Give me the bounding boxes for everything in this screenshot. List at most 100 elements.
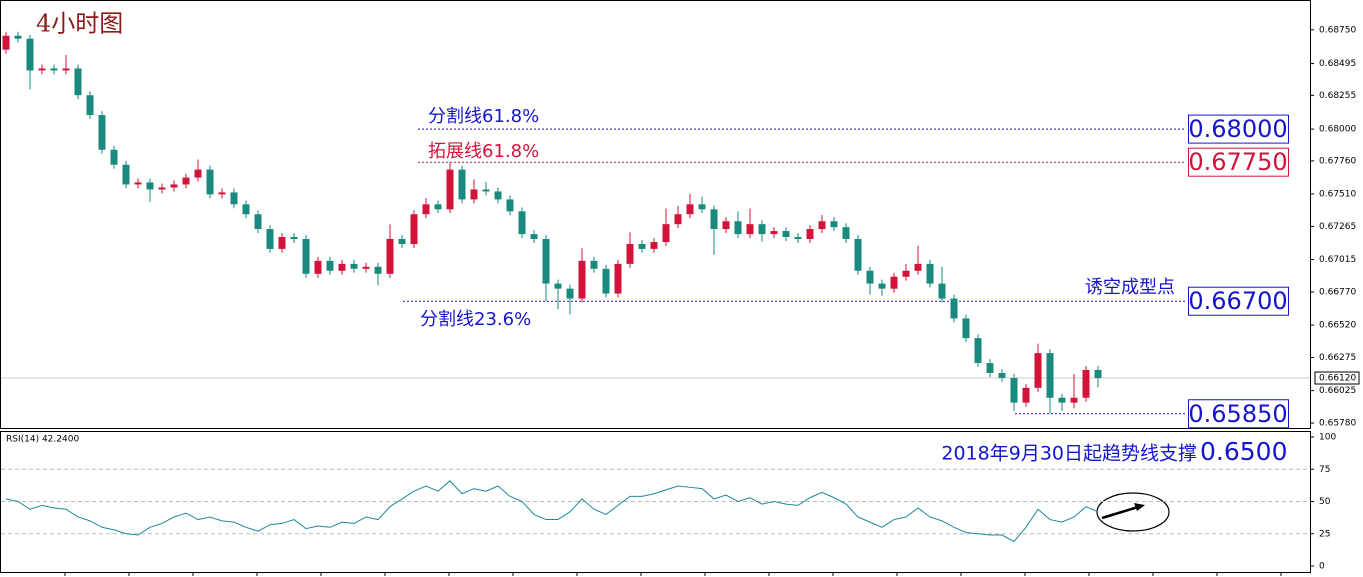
candle-body: [146, 182, 154, 190]
y-tick-label: 0: [1319, 562, 1325, 572]
candle-body: [362, 266, 370, 269]
candle-body: [782, 231, 790, 238]
candle-body: [1046, 353, 1054, 398]
y-tick-label: 0.67760: [1319, 156, 1356, 166]
candle-body: [410, 214, 418, 245]
candle-body: [314, 260, 322, 274]
candle-body: [74, 68, 82, 96]
y-tick-label: 0.68495: [1319, 59, 1356, 69]
level-note: 分割线61.8%: [428, 106, 539, 127]
candle-body: [878, 283, 886, 289]
candle-body: [1070, 397, 1078, 403]
candle-body: [710, 209, 718, 230]
y-tick-label: 0.66275: [1319, 353, 1356, 363]
candle-body: [38, 68, 46, 71]
candle-body: [326, 260, 334, 271]
candle-body: [158, 187, 166, 190]
candle-body: [2, 35, 10, 50]
candle-body: [242, 204, 250, 215]
candle-body: [914, 263, 922, 271]
candle-body: [350, 263, 358, 269]
candle-body: [566, 288, 574, 299]
rsi-line: [5, 480, 1099, 543]
candle-body: [638, 244, 646, 249]
arrow-shaft: [1101, 505, 1139, 520]
y-tick-label: 25: [1319, 529, 1330, 539]
candle-body: [662, 224, 670, 243]
candle-body: [926, 263, 934, 284]
candle-body: [1058, 397, 1066, 403]
candle-body: [950, 298, 958, 319]
candle-body: [578, 260, 586, 299]
candle-body: [1094, 369, 1102, 379]
level-box: [1188, 399, 1289, 429]
y-tick-label: 0.65780: [1319, 419, 1356, 429]
candle-body: [134, 182, 142, 185]
candle-body: [974, 338, 982, 364]
y-tick-label: 0.66520: [1319, 321, 1356, 331]
candle-body: [842, 227, 850, 239]
candle-body: [518, 211, 526, 235]
candle-body: [50, 68, 58, 71]
candle-body: [506, 199, 514, 212]
candle-body: [1082, 369, 1090, 398]
candle-body: [854, 238, 862, 271]
candle-body: [446, 169, 454, 210]
candle-body: [194, 169, 202, 178]
y-tick-label: 0.68255: [1319, 91, 1356, 101]
candle-body: [554, 283, 562, 289]
candle-body: [1022, 387, 1030, 403]
candle-body: [794, 237, 802, 239]
candle-body: [902, 270, 910, 277]
candle-body: [602, 268, 610, 294]
candle-body: [398, 238, 406, 245]
candle-body: [110, 149, 118, 165]
candle-body: [458, 169, 466, 200]
trend-annotation: 2018年9月30日起趋势线支撑: [941, 443, 1197, 465]
candle-body: [86, 95, 94, 116]
candle-body: [626, 244, 634, 264]
highlight-ellipse: [1096, 492, 1170, 532]
candle-body: [218, 192, 226, 195]
y-tick-label: 75: [1319, 465, 1330, 475]
candle-body: [890, 276, 898, 289]
last-price-box: [1314, 371, 1360, 385]
candle-body: [686, 204, 694, 215]
candle-body: [590, 260, 598, 269]
y-tick-label: 0.66025: [1319, 386, 1356, 396]
y-tick-label: 0.67510: [1319, 189, 1356, 199]
candle-body: [650, 242, 658, 249]
level-note: 诱空成型点: [1085, 277, 1175, 298]
candle-body: [542, 238, 550, 284]
candle-body: [26, 38, 34, 71]
candle-body: [1010, 377, 1018, 403]
candle-body: [614, 263, 622, 294]
candle-body: [434, 204, 442, 210]
y-tick-label: 50: [1319, 497, 1331, 507]
candle-body: [14, 35, 22, 39]
candle-body: [962, 318, 970, 339]
candle-body: [278, 237, 286, 249]
price-frame: [0, 0, 1311, 429]
candle-body: [818, 221, 826, 230]
candle-body: [170, 184, 178, 188]
candle-body: [746, 224, 754, 235]
candle-body: [722, 221, 730, 230]
candle-body: [698, 204, 706, 210]
y-tick-label: 100: [1319, 433, 1336, 443]
level-note: 分割线23.6%: [420, 309, 531, 330]
level-box: [1188, 147, 1289, 177]
y-tick-label: 0.67015: [1319, 255, 1356, 265]
last-price-label: 0.66120: [1319, 374, 1356, 384]
candle-body: [230, 192, 238, 205]
candle-body: [482, 189, 490, 192]
candle-body: [866, 270, 874, 284]
candle-body: [770, 231, 778, 235]
chart-title: 4小时图: [36, 10, 123, 38]
y-tick-label: 0.66770: [1319, 287, 1356, 297]
candle-body: [206, 169, 214, 195]
candle-body: [494, 191, 502, 200]
candle-body: [338, 263, 346, 271]
level-box: [1188, 114, 1289, 144]
